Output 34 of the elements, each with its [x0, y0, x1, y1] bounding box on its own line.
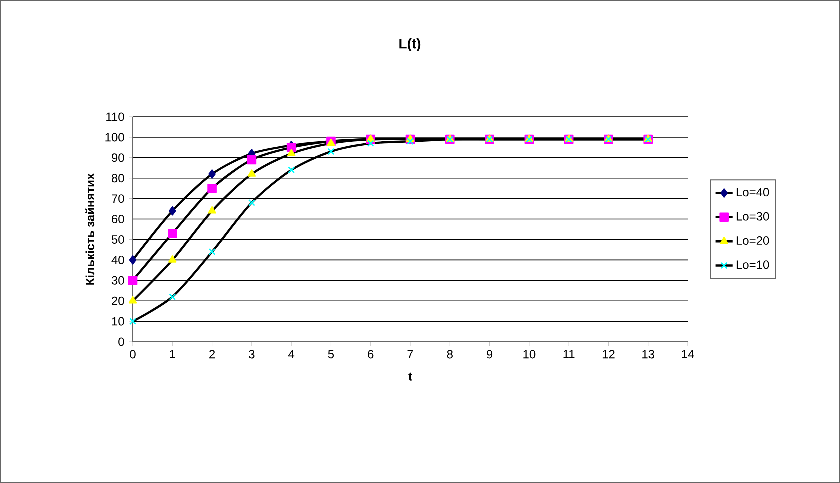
y-tick-label: 20 [112, 296, 124, 306]
x-axis-title: t [408, 372, 412, 381]
x-tick-label: 1 [170, 350, 176, 358]
y-tick-label: 0 [118, 338, 124, 346]
chart-title: L(t) [400, 38, 421, 52]
x-tick-label: 13 [642, 350, 655, 359]
y-tick-label: 80 [112, 174, 124, 183]
y-tick-label: 50 [112, 235, 124, 244]
x-tick-label: 6 [368, 350, 374, 359]
x-tick-label: 11 [564, 350, 575, 358]
x-tick-label: 9 [487, 350, 493, 359]
x-tick-label: 4 [288, 350, 295, 358]
y-tick-label: 60 [112, 215, 124, 224]
y-axis-title: Кількість зайнятих [86, 173, 95, 285]
x-tick-label: 5 [328, 350, 334, 359]
y-tick-label: 40 [112, 256, 124, 264]
x-tick-label: 7 [408, 350, 414, 358]
y-tick-label: 100 [106, 133, 124, 142]
legend-label: Lo=20 [736, 236, 770, 245]
x-tick-label: 14 [682, 350, 694, 358]
x-tick-label: 0 [130, 350, 136, 359]
x-tick-label: 3 [249, 350, 255, 359]
legend-label: Lo=30 [736, 212, 770, 221]
y-tick-label: 90 [112, 154, 124, 162]
x-tick-label: 2 [210, 350, 216, 359]
y-tick-label: 110 [106, 112, 124, 122]
legend-label: Lo=10 [736, 260, 770, 270]
x-tick-label: 12 [602, 350, 615, 359]
legend-label: Lo=40 [736, 188, 770, 197]
y-tick-label: 30 [112, 276, 124, 285]
y-tick-label: 70 [112, 194, 124, 204]
x-tick-label: 8 [447, 350, 453, 359]
y-tick-label: 10 [112, 317, 124, 326]
x-tick-label: 10 [524, 350, 536, 359]
